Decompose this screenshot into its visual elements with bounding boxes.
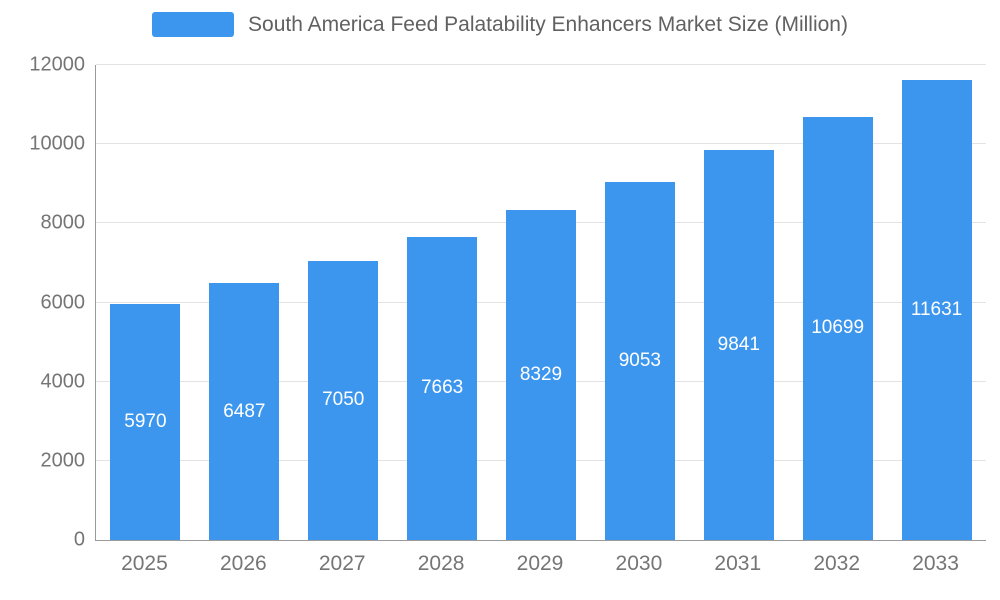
x-tick-label: 2027 xyxy=(318,552,366,575)
x-tick-label: 2028 xyxy=(417,552,465,575)
bar-value-label: 9053 xyxy=(618,349,662,371)
bar-2029: 8329 xyxy=(506,210,576,540)
y-tick-label: 0 xyxy=(73,528,85,551)
legend-label: South America Feed Palatability Enhancer… xyxy=(248,12,848,36)
bar-value-label: 7050 xyxy=(322,389,365,411)
bar-2025: 5970 xyxy=(110,303,181,540)
bar-2032: 10699 xyxy=(802,116,873,540)
bar-2031: 9841 xyxy=(703,150,774,540)
x-axis: 2025 2026 2027 2028 2029 2030 2031 2032 2033 xyxy=(95,552,985,576)
y-tick-label: 12000 xyxy=(29,53,85,76)
bar-value-label: 5970 xyxy=(124,410,167,432)
gridline xyxy=(96,143,986,145)
x-tick-label: 2032 xyxy=(813,552,861,575)
x-tick-label: 2026 xyxy=(219,552,267,575)
bar-2026: 6487 xyxy=(209,283,280,540)
x-tick-label: 2030 xyxy=(615,552,663,575)
chart-legend[interactable]: South America Feed Palatability Enhancer… xyxy=(0,12,1000,37)
x-tick-label: 2029 xyxy=(516,552,564,575)
x-tick-label: 2025 xyxy=(121,552,168,575)
bar-value-label: 6487 xyxy=(223,400,266,422)
y-tick-label: 6000 xyxy=(40,291,86,313)
legend-swatch xyxy=(152,12,235,37)
bar-value-label: 7663 xyxy=(420,377,464,399)
y-tick-label: 10000 xyxy=(29,132,85,155)
y-axis: 0 2000 4000 6000 8000 10000 12000 xyxy=(0,54,86,551)
bar-value-label: 8329 xyxy=(519,364,563,386)
bar-2033: 11631 xyxy=(901,79,972,540)
plot-area: 5970 6487 7050 7663 8329 9053 9841 10699 11631 xyxy=(95,64,986,541)
y-tick-label: 2000 xyxy=(40,449,86,472)
bar-2030: 9053 xyxy=(604,181,675,540)
bar-value-label: 9841 xyxy=(717,334,760,356)
gridline xyxy=(96,64,986,65)
bar-2027: 7050 xyxy=(308,260,379,540)
bar-value-label: 11631 xyxy=(910,298,963,320)
y-tick-label: 8000 xyxy=(40,211,86,234)
bar-value-label: 10699 xyxy=(811,317,865,339)
x-tick-label: 2031 xyxy=(714,552,762,575)
y-tick-label: 4000 xyxy=(40,370,86,393)
bar-2028: 7663 xyxy=(407,236,478,540)
x-tick-label: 2033 xyxy=(912,552,959,575)
